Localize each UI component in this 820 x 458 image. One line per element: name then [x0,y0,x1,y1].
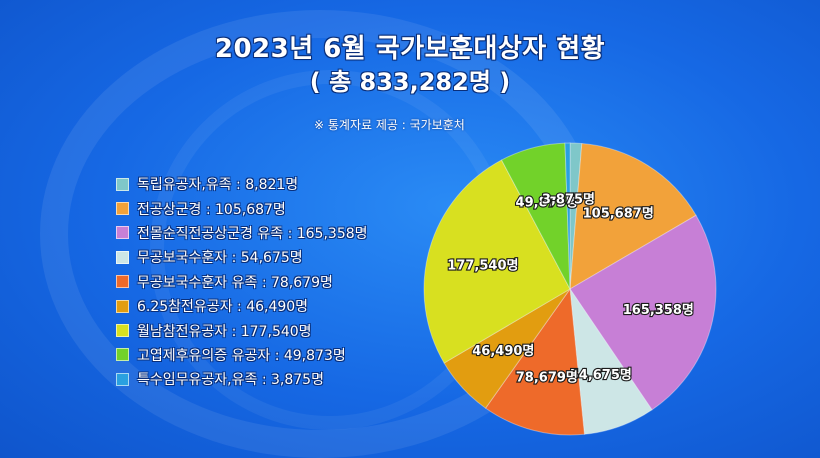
slice-value-label: 177,540명 [447,257,518,273]
legend-label: 6.25참전유공자 : 46,490명 [137,299,309,316]
slice-value-label: 46,490명 [472,343,534,359]
legend-label: 전공상군경 : 105,687명 [137,201,286,218]
legend-swatch [116,372,129,386]
chart-subtitle: ( 총 833,282명 ) [309,68,511,96]
legend-item: 고엽제후유의증 유공자 : 49,873명 [116,343,368,367]
pie-slice [564,142,571,290]
legend-item: 독립유공자,유족 : 8,821명 [116,172,368,196]
pie-slice [569,288,653,435]
slice-value-label: 49,873명 [516,195,578,211]
chart-title: 2023년 6월 국가보훈대상자 현황 [214,34,606,64]
legend-swatch [116,177,129,191]
pie-slice [500,142,571,290]
legend-label: 무공보국수훈자 유족 : 78,679명 [137,274,333,291]
slice-value-label: 78,679명 [516,370,578,386]
legend-label: 무공보국수훈자 : 54,675명 [137,250,303,267]
slice-value-label: 165,358명 [623,302,694,318]
slice-value-label: 105,687명 [583,205,654,221]
legend-swatch [116,348,129,362]
legend-label: 고엽제후유의증 유공자 : 49,873명 [137,347,346,364]
legend-label: 전몰순직전공상군경 유족 : 165,358명 [137,225,368,242]
legend-swatch [116,324,129,338]
legend-label: 독립유공자,유족 : 8,821명 [137,177,299,194]
slice-value-label: 54,675명 [570,367,632,383]
legend-item: 특수임무유공자,유족 : 3,875명 [116,367,368,391]
pie-slice [484,287,585,436]
pie-slice [569,142,697,290]
legend-swatch [116,202,129,216]
legend-item: 무공보국수훈자 : 54,675명 [116,245,368,269]
legend-item: 6.25참전유공자 : 46,490명 [116,294,368,318]
source-note: ※ 통계자료 제공 : 국가보훈처 [314,118,465,132]
slice-value-label: 3,875명 [542,191,595,207]
legend-swatch [116,250,129,264]
legend-label: 월남참전유공자 : 177,540명 [137,323,312,340]
legend-swatch [116,275,129,289]
pie-slice [423,159,571,364]
legend-swatch [116,299,129,313]
legend-item: 무공보국수훈자 유족 : 78,679명 [116,270,368,294]
legend-item: 전몰순직전공상군경 유족 : 165,358명 [116,221,368,245]
legend-swatch [116,226,129,240]
pie-slice [443,288,571,409]
legend-item: 전공상군경 : 105,687명 [116,196,368,220]
legend-label: 특수임무유공자,유족 : 3,875명 [137,372,324,389]
legend-item: 월남참전유공자 : 177,540명 [116,318,368,342]
pie-slice [569,214,717,411]
title-block: 2023년 6월 국가보훈대상자 현황 ( 총 833,282명 ) [0,32,820,98]
pie-slice [569,142,583,290]
